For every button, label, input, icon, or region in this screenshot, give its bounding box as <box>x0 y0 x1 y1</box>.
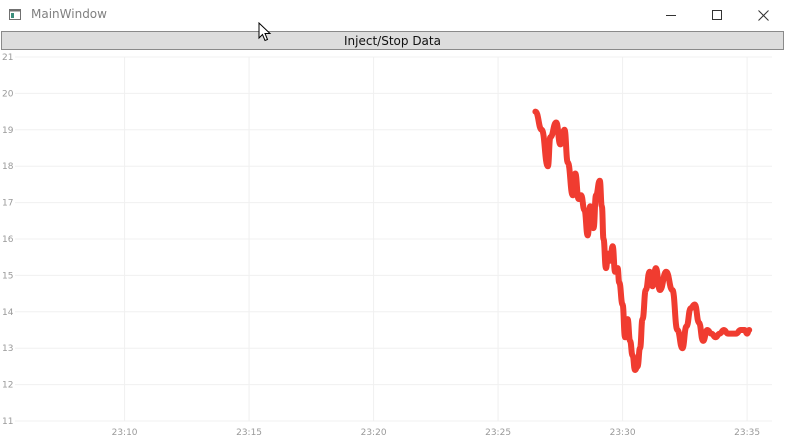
y-tick-label: 11 <box>2 417 13 427</box>
y-tick-label: 21 <box>2 53 13 63</box>
y-tick-label: 17 <box>2 199 13 209</box>
maximize-icon <box>712 10 722 20</box>
data-series-line <box>532 108 753 373</box>
line-chart[interactable]: 11 12 13 14 15 16 17 18 19 20 21 23:10 23:15 23:20 23:… <box>0 50 786 443</box>
x-tick-label: 23:30 <box>610 428 636 438</box>
x-tick-label: 23:15 <box>236 428 262 438</box>
x-tick-label: 23:10 <box>112 428 138 438</box>
inject-stop-data-button[interactable]: Inject/Stop Data <box>1 31 784 50</box>
app-window-icon <box>9 9 21 20</box>
y-tick-label: 12 <box>2 381 13 391</box>
maximize-button[interactable] <box>694 0 740 30</box>
y-tick-label: 15 <box>2 271 13 281</box>
mouse-cursor-icon <box>258 22 272 42</box>
y-tick-label: 14 <box>2 308 14 318</box>
y-tick-label: 19 <box>2 126 14 136</box>
y-tick-label: 20 <box>2 89 14 99</box>
x-tick-label: 23:20 <box>361 428 387 438</box>
close-icon <box>757 9 769 21</box>
minimize-button[interactable] <box>648 0 694 30</box>
y-tick-label: 13 <box>2 344 13 354</box>
x-tick-label: 23:25 <box>485 428 511 438</box>
minimize-icon <box>666 15 676 16</box>
y-tick-label: 18 <box>2 162 14 172</box>
x-tick-label: 23:35 <box>734 428 760 438</box>
window-title: MainWindow <box>31 7 107 21</box>
y-tick-label: 16 <box>2 235 14 245</box>
title-bar[interactable]: MainWindow <box>0 0 786 30</box>
close-button[interactable] <box>740 0 786 30</box>
